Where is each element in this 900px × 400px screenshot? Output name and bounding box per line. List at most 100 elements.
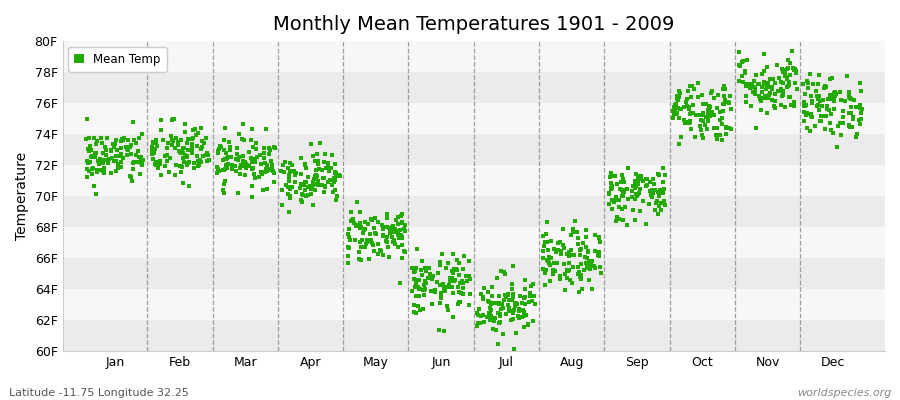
Point (715, 137, 729, 143)
Point (639, 176, 653, 182)
Point (342, 245, 356, 251)
Point (182, 136, 196, 143)
Point (776, 80, 790, 86)
Point (471, 320, 485, 327)
Point (773, 101, 788, 108)
Point (84, 147, 98, 153)
Point (614, 179, 628, 186)
Point (395, 219, 410, 226)
Point (770, 88, 785, 94)
Point (666, 111, 680, 117)
Point (316, 188, 330, 195)
Point (519, 312, 534, 318)
Point (536, 266, 550, 273)
Point (105, 154, 120, 161)
Point (763, 84, 778, 91)
Point (701, 114, 716, 120)
Point (173, 162, 187, 169)
Point (625, 188, 639, 194)
Point (705, 109, 719, 116)
Point (788, 80, 802, 86)
Point (324, 165, 338, 171)
Point (135, 159, 149, 166)
Point (643, 188, 657, 194)
Point (220, 155, 234, 162)
Point (176, 148, 190, 155)
Point (770, 62, 784, 68)
Point (764, 84, 778, 90)
Point (386, 229, 400, 235)
Point (169, 135, 184, 141)
Point (453, 299, 467, 306)
Point (393, 213, 408, 220)
Point (371, 250, 385, 257)
Point (582, 262, 597, 268)
Point (816, 113, 831, 120)
Point (671, 88, 686, 94)
Point (629, 182, 643, 189)
Point (739, 93, 753, 100)
Point (615, 172, 629, 179)
Point (712, 117, 726, 124)
Point (757, 78, 771, 85)
Point (303, 186, 318, 192)
Point (126, 160, 140, 166)
Point (852, 101, 867, 108)
Point (609, 181, 624, 187)
Point (565, 280, 580, 286)
Point (380, 224, 394, 230)
Point (773, 79, 788, 86)
Bar (62, 258, 885, 289)
Point (824, 96, 838, 102)
Bar (62, 227, 885, 258)
Point (160, 152, 175, 158)
Point (201, 152, 215, 158)
Point (744, 81, 759, 88)
Point (318, 182, 332, 189)
Point (707, 112, 722, 118)
Point (231, 157, 246, 163)
Point (364, 237, 378, 243)
Point (442, 282, 456, 288)
Point (213, 143, 228, 149)
Point (557, 287, 572, 293)
Point (518, 309, 532, 316)
Point (776, 69, 790, 75)
Point (154, 171, 168, 178)
Point (492, 310, 507, 317)
Point (701, 106, 716, 113)
Point (246, 165, 260, 172)
Point (701, 118, 716, 124)
Point (379, 237, 393, 244)
Point (497, 269, 511, 275)
Point (620, 222, 634, 228)
Point (739, 98, 753, 105)
Point (618, 204, 633, 210)
Point (796, 102, 811, 109)
Point (706, 95, 721, 102)
Point (477, 284, 491, 291)
Point (476, 296, 491, 302)
Point (701, 108, 716, 114)
Point (367, 215, 382, 221)
Point (853, 110, 868, 116)
Point (414, 266, 428, 273)
Point (259, 166, 274, 172)
Point (177, 158, 192, 165)
Point (382, 254, 397, 260)
Point (256, 144, 271, 151)
Point (260, 168, 274, 174)
Point (409, 283, 423, 290)
Point (428, 288, 442, 295)
Point (785, 48, 799, 54)
Point (615, 206, 629, 212)
Point (216, 167, 230, 173)
Point (320, 179, 335, 186)
Point (518, 277, 532, 283)
Point (482, 310, 496, 316)
Point (518, 286, 532, 293)
Point (828, 91, 842, 97)
Point (836, 114, 850, 120)
Point (720, 99, 734, 105)
Point (219, 162, 233, 168)
